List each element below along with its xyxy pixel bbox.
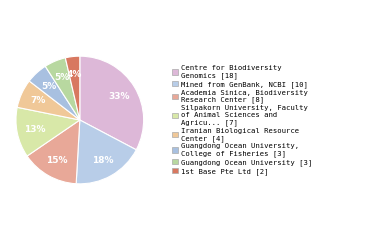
Text: 5%: 5% [54, 73, 70, 82]
Text: 5%: 5% [41, 82, 56, 91]
Wedge shape [17, 81, 80, 120]
Wedge shape [80, 56, 144, 150]
Text: 13%: 13% [24, 125, 46, 134]
Text: 33%: 33% [108, 92, 130, 101]
Wedge shape [29, 66, 80, 120]
Wedge shape [16, 107, 80, 156]
Text: 7%: 7% [30, 96, 46, 105]
Text: 15%: 15% [46, 156, 68, 165]
Wedge shape [27, 120, 80, 184]
Legend: Centre for Biodiversity
Genomics [18], Mined from GenBank, NCBI [10], Academia S: Centre for Biodiversity Genomics [18], M… [171, 65, 313, 175]
Wedge shape [76, 120, 136, 184]
Wedge shape [45, 58, 80, 120]
Text: 18%: 18% [92, 156, 113, 165]
Text: 4%: 4% [67, 70, 82, 79]
Wedge shape [65, 56, 80, 120]
